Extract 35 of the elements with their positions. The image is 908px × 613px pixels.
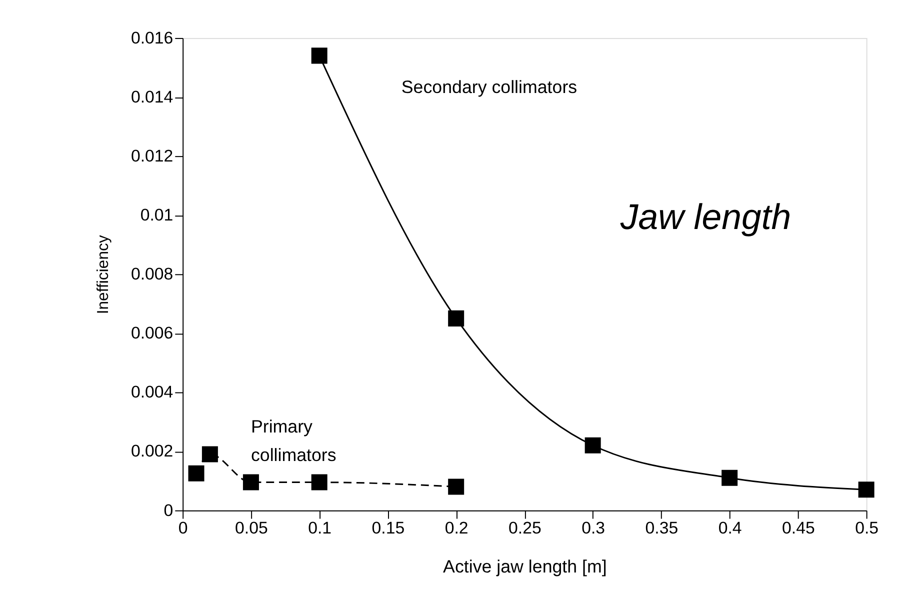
x-tick-label: 0.25 bbox=[508, 518, 542, 538]
annotation: Primary collimators bbox=[250, 416, 336, 466]
y-tick-label: 0.006 bbox=[130, 324, 174, 343]
x-tick-label: 0.5 bbox=[855, 518, 879, 538]
x-tick-label: 0.35 bbox=[645, 518, 678, 538]
y-tick-label: 0.016 bbox=[130, 28, 174, 48]
x-tick-label: 0.2 bbox=[444, 518, 468, 538]
point bbox=[584, 437, 601, 454]
y-tick-label: 0.004 bbox=[130, 382, 174, 402]
point bbox=[448, 478, 464, 495]
point bbox=[448, 310, 464, 326]
x-tick-label: 0.45 bbox=[782, 518, 815, 538]
y-tick-label: 0 bbox=[164, 500, 174, 520]
point bbox=[722, 470, 738, 486]
annotation: Jaw length bbox=[619, 196, 792, 237]
point bbox=[311, 474, 328, 490]
y-tick-label: 0.01 bbox=[140, 206, 174, 225]
x-tick-label: 0.05 bbox=[235, 518, 268, 538]
x-tick-label: 0.3 bbox=[582, 518, 606, 538]
x-tick-label: 0 bbox=[178, 518, 188, 538]
y-tick-label: 0.012 bbox=[130, 146, 174, 166]
point bbox=[188, 465, 204, 482]
y-axis-title: Inefficiency bbox=[95, 235, 112, 314]
y-tick-label: 0.002 bbox=[130, 442, 174, 461]
x-tick-label: 0.15 bbox=[372, 518, 405, 538]
y-tick-label: 0.014 bbox=[130, 87, 174, 106]
point bbox=[242, 474, 259, 490]
x-tick-label: 0.1 bbox=[308, 518, 332, 538]
point bbox=[202, 446, 218, 462]
point bbox=[858, 482, 874, 498]
y-tick-label: 0.008 bbox=[130, 264, 174, 284]
x-tick-label: 0.4 bbox=[718, 518, 742, 538]
point bbox=[311, 48, 328, 64]
annotation: Secondary collimators bbox=[401, 77, 578, 98]
x-axis-title: Active jaw length [m] bbox=[443, 556, 607, 576]
